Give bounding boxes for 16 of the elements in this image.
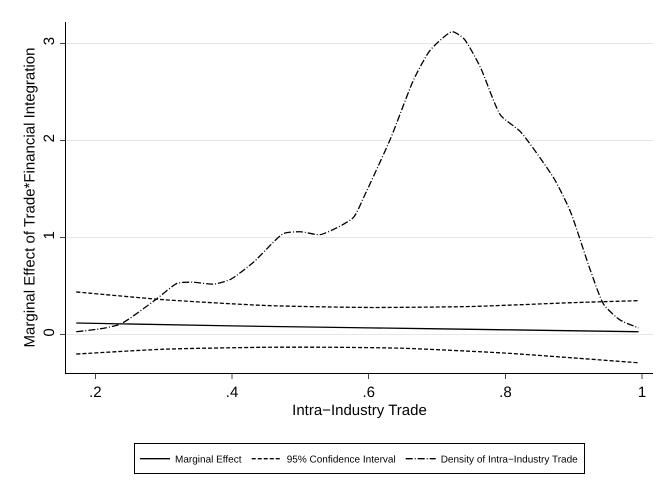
- legend-label: Density of Intra−Industry Trade: [440, 454, 578, 466]
- line-series: [76, 31, 640, 332]
- line-series: [76, 346, 640, 364]
- x-axis-title: Intra−Industry Trade: [292, 402, 427, 419]
- x-tick-label: .2: [89, 384, 102, 401]
- legend-label: Marginal Effect: [175, 454, 242, 466]
- y-tick-label: 3: [41, 36, 58, 46]
- y-axis-title: Marginal Effect of Trade*Financial Integration: [21, 48, 38, 348]
- y-tick-label: 0: [41, 328, 58, 337]
- x-tick-label: .4: [226, 384, 238, 401]
- x-tick-label: .6: [362, 384, 375, 401]
- x-tick-label: .8: [499, 384, 512, 401]
- y-tick-label: 2: [41, 134, 58, 142]
- y-tick-label: 1: [41, 231, 58, 240]
- x-tick-label: 1: [638, 384, 646, 401]
- legend-label: 95% Confidence Interval: [286, 454, 396, 466]
